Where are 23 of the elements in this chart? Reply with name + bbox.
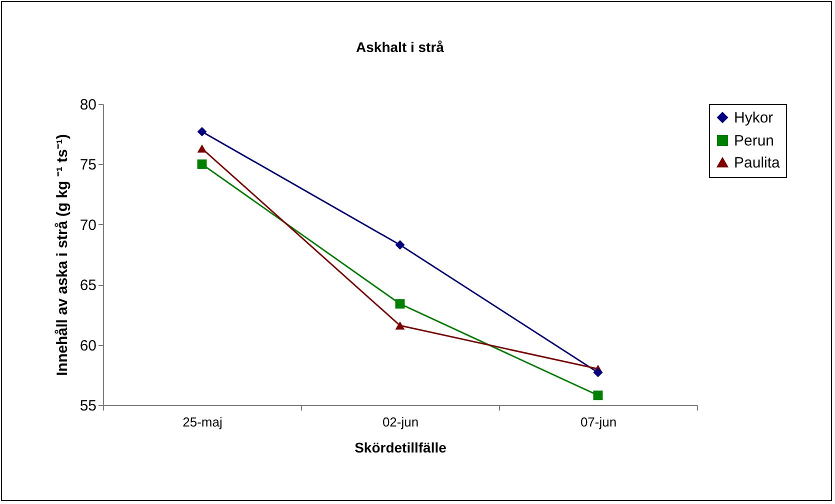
legend-label: Paulita [734, 154, 781, 172]
y-tick-label: 70 [80, 216, 96, 234]
point [395, 321, 405, 330]
point [593, 390, 603, 400]
y-tick-label: 60 [80, 337, 96, 354]
y-tick-label: 65 [80, 277, 96, 294]
point [593, 368, 603, 378]
chart-title: Askhalt i strå [356, 39, 444, 55]
point [197, 126, 207, 136]
x-tick-label: 25-maj [182, 414, 222, 430]
point [395, 240, 405, 250]
point [197, 144, 207, 153]
x-axis-title: Skördetillfälle [354, 440, 447, 456]
point [197, 159, 207, 169]
x-tick-label: 02-jun [382, 414, 419, 430]
y-axis-title: Innehåll av aska i strå (g kg ⁻¹ ts⁻¹) [54, 134, 71, 376]
legend-label: Hykor [734, 110, 774, 126]
y-tick-label: 75 [80, 156, 96, 174]
y-tick-label: 80 [80, 96, 96, 114]
legend-label: Perun [734, 132, 774, 150]
point [395, 299, 405, 309]
y-tick-label: 55 [80, 398, 96, 414]
x-tick-label: 07-jun [580, 414, 617, 430]
